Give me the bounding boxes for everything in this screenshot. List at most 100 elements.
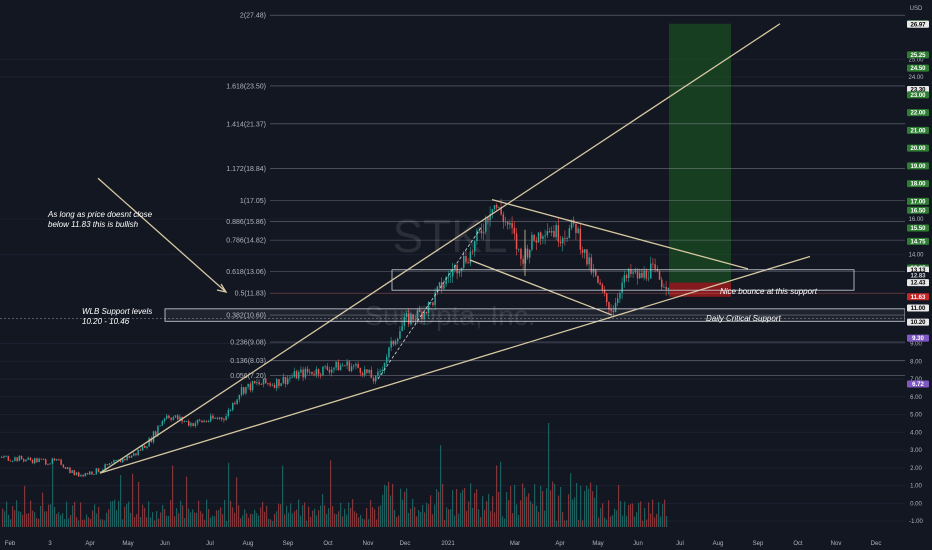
price-tag-label: 23.00 [910,93,926,99]
time-tick-label: Sep [283,541,294,547]
volume-bar [82,519,84,527]
candle-body [282,376,285,384]
candle-body [302,369,304,378]
time-tick-label: Sep [753,541,764,547]
candle-body [337,361,340,371]
price-axis[interactable]: USD 25.00 24.00 16.00 14.00 9.00 8.00 7.00 6.00… [905,0,932,550]
volume-bar [22,514,24,527]
trendlines[interactable] [97,23,811,474]
candle-body [493,205,496,210]
volume-bar [106,512,108,527]
candle-body [16,457,18,462]
bounce-support-box [391,269,855,291]
price-tag-bg [907,109,929,117]
volume-bar [504,518,506,527]
candle-body [654,264,656,269]
volume-bar [122,519,124,527]
candle-body [218,417,221,419]
volume-bar [464,488,466,527]
price-tick-label: 7.00 [910,377,922,383]
volume-bar [326,513,328,527]
currency-label: USD [910,6,923,12]
volume-bar [70,515,72,527]
fib-label: 0.618(13.06) [226,269,266,276]
price-tick-label: 2.00 [910,466,922,472]
volume-bar [444,520,446,527]
candle-body [392,340,395,345]
candle-body [425,312,428,314]
price-tick-label: 16.00 [908,217,924,223]
volume-bar [146,517,148,527]
time-axis[interactable]: Feb 3 Apr May Jun Jul Aug Sep Oct Nov Dec 2021 Mar Ap… [5,541,882,547]
volume-bar [482,496,484,527]
candle-body [408,313,410,325]
candle-body [661,279,663,288]
volume-bar [594,497,596,527]
arrow-shaft [97,177,227,293]
volume-bar [662,504,664,527]
candle-body [124,458,126,460]
price-tag-label: 9.30 [912,336,924,342]
volume-bar [94,504,96,527]
volume-bar [176,508,178,527]
volume-bar [620,500,622,527]
candle-body [346,361,348,366]
channel-lower-line [99,255,811,474]
volume-bar [622,515,624,527]
candle-body [568,228,571,238]
volume-bar [508,500,510,527]
candle-body [159,425,161,427]
volume-bar [248,517,250,527]
candle-body [155,431,157,436]
volume-bar [188,508,190,527]
candle-body [278,379,280,387]
candle-body [612,310,615,313]
volume-bar [412,498,414,527]
fib-label: 1.618(23.50) [226,83,266,90]
volume-bar [186,476,188,527]
volume-bar [32,510,34,527]
candle-body [474,241,476,252]
volume-bar [612,514,614,527]
volume-bar [48,504,50,527]
candle-body [636,270,639,279]
candle-body [372,377,375,382]
candle-body [335,361,337,368]
volume-bar [494,512,496,527]
candle-body [562,238,564,244]
volume-bar [222,514,224,527]
candle-body [58,459,60,461]
candle-body [566,237,568,239]
candle-body [298,372,300,379]
volume-bar [588,488,590,527]
volume-bar [460,492,462,527]
time-tick-label: Jun [160,541,170,547]
fib-label: 1.172(18.84) [226,166,266,173]
volume-bar [16,500,18,527]
volume-bar [216,510,218,527]
candle-body [405,313,408,317]
candle-body [377,371,379,377]
price-tick-label: 1.00 [910,484,922,490]
volume-bar [568,494,570,527]
price-tag-label: 18.00 [910,182,926,188]
volume-bar [42,492,44,527]
candle-body [443,284,445,289]
volume-bar [546,488,548,527]
volume-bar [148,501,150,527]
price-tag-bg [907,206,929,214]
volume-bar [448,509,450,527]
candle-body [284,376,287,384]
candle-body [383,362,386,370]
volume-bar [452,490,454,527]
price-tag-bg [907,380,929,388]
candle-body [623,275,626,283]
time-tick-label: Jun [633,541,643,547]
candle-body [130,455,133,458]
candle-body [350,366,353,371]
volume-bar [422,504,424,527]
candle-body [31,459,34,464]
candle-body [106,464,109,466]
volume-bar [340,502,342,527]
